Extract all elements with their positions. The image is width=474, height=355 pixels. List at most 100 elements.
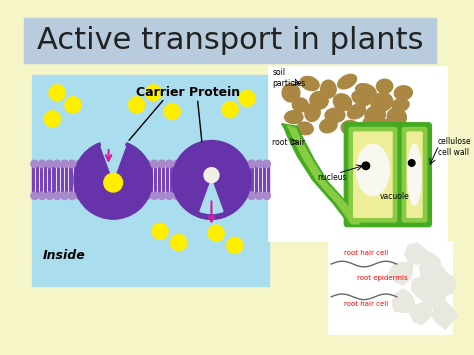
Text: cellulose
cell wall: cellulose cell wall bbox=[438, 137, 472, 157]
Circle shape bbox=[218, 160, 226, 168]
Circle shape bbox=[121, 160, 128, 168]
FancyBboxPatch shape bbox=[354, 132, 392, 217]
Ellipse shape bbox=[356, 84, 376, 98]
Ellipse shape bbox=[365, 106, 385, 125]
Circle shape bbox=[136, 192, 143, 200]
Circle shape bbox=[46, 192, 54, 200]
Polygon shape bbox=[411, 277, 432, 300]
Circle shape bbox=[222, 101, 238, 118]
Circle shape bbox=[143, 160, 151, 168]
Circle shape bbox=[64, 97, 82, 113]
Circle shape bbox=[143, 192, 151, 200]
Circle shape bbox=[38, 192, 46, 200]
Circle shape bbox=[203, 192, 210, 200]
Circle shape bbox=[113, 192, 121, 200]
Text: root hair cell: root hair cell bbox=[344, 301, 389, 307]
Circle shape bbox=[233, 160, 240, 168]
Circle shape bbox=[128, 97, 145, 113]
Polygon shape bbox=[392, 289, 415, 313]
Wedge shape bbox=[101, 144, 126, 180]
Text: root hair: root hair bbox=[272, 138, 305, 147]
Circle shape bbox=[152, 223, 168, 240]
Polygon shape bbox=[282, 124, 361, 224]
Circle shape bbox=[38, 160, 46, 168]
FancyBboxPatch shape bbox=[344, 123, 401, 226]
Circle shape bbox=[204, 168, 219, 182]
Circle shape bbox=[106, 160, 113, 168]
Wedge shape bbox=[74, 143, 113, 219]
Circle shape bbox=[226, 160, 233, 168]
Circle shape bbox=[98, 192, 106, 200]
Circle shape bbox=[165, 192, 173, 200]
Circle shape bbox=[76, 192, 83, 200]
Circle shape bbox=[196, 192, 203, 200]
FancyBboxPatch shape bbox=[407, 132, 422, 217]
Circle shape bbox=[113, 160, 121, 168]
Circle shape bbox=[181, 192, 188, 200]
Wedge shape bbox=[172, 141, 225, 219]
Ellipse shape bbox=[376, 79, 393, 93]
Ellipse shape bbox=[352, 91, 370, 106]
Bar bbox=[268, 66, 447, 241]
Ellipse shape bbox=[356, 144, 389, 196]
Polygon shape bbox=[389, 262, 413, 285]
Circle shape bbox=[263, 160, 271, 168]
Circle shape bbox=[158, 160, 165, 168]
Ellipse shape bbox=[338, 74, 356, 89]
Circle shape bbox=[208, 225, 225, 242]
Polygon shape bbox=[436, 272, 456, 296]
Polygon shape bbox=[423, 266, 447, 288]
Circle shape bbox=[188, 160, 196, 168]
Circle shape bbox=[128, 160, 136, 168]
Circle shape bbox=[76, 160, 83, 168]
Circle shape bbox=[61, 160, 68, 168]
Ellipse shape bbox=[333, 94, 352, 110]
Ellipse shape bbox=[285, 111, 303, 124]
Circle shape bbox=[158, 192, 165, 200]
Circle shape bbox=[145, 84, 162, 101]
Circle shape bbox=[210, 192, 218, 200]
Ellipse shape bbox=[371, 93, 392, 111]
Circle shape bbox=[136, 160, 143, 168]
Circle shape bbox=[409, 160, 415, 166]
Circle shape bbox=[226, 192, 233, 200]
Ellipse shape bbox=[292, 98, 309, 112]
Bar bbox=[24, 18, 436, 63]
Circle shape bbox=[181, 160, 188, 168]
Circle shape bbox=[362, 162, 370, 170]
FancyBboxPatch shape bbox=[402, 127, 427, 222]
Circle shape bbox=[210, 160, 218, 168]
Circle shape bbox=[240, 160, 248, 168]
Circle shape bbox=[151, 160, 158, 168]
Wedge shape bbox=[113, 143, 153, 219]
Ellipse shape bbox=[408, 144, 421, 205]
Circle shape bbox=[165, 160, 173, 168]
Ellipse shape bbox=[392, 98, 409, 111]
Ellipse shape bbox=[297, 122, 313, 135]
Circle shape bbox=[255, 160, 263, 168]
Circle shape bbox=[128, 192, 136, 200]
Circle shape bbox=[31, 160, 38, 168]
FancyBboxPatch shape bbox=[398, 123, 431, 226]
Polygon shape bbox=[404, 243, 432, 264]
Circle shape bbox=[164, 103, 181, 120]
Text: root epidermis: root epidermis bbox=[356, 275, 407, 281]
Polygon shape bbox=[410, 302, 432, 325]
Circle shape bbox=[255, 192, 263, 200]
Circle shape bbox=[83, 160, 91, 168]
Circle shape bbox=[173, 160, 181, 168]
Circle shape bbox=[46, 160, 54, 168]
Circle shape bbox=[173, 192, 181, 200]
Circle shape bbox=[263, 192, 271, 200]
Text: root hair cell: root hair cell bbox=[344, 250, 389, 256]
FancyBboxPatch shape bbox=[349, 127, 397, 222]
Text: Carrier Protein: Carrier Protein bbox=[136, 86, 240, 99]
Circle shape bbox=[196, 160, 203, 168]
Wedge shape bbox=[200, 180, 223, 213]
Circle shape bbox=[44, 111, 61, 127]
Text: vacuole: vacuole bbox=[380, 192, 410, 201]
Wedge shape bbox=[198, 141, 251, 219]
Circle shape bbox=[83, 192, 91, 200]
Text: Active transport in plants: Active transport in plants bbox=[37, 26, 423, 55]
Circle shape bbox=[106, 192, 113, 200]
